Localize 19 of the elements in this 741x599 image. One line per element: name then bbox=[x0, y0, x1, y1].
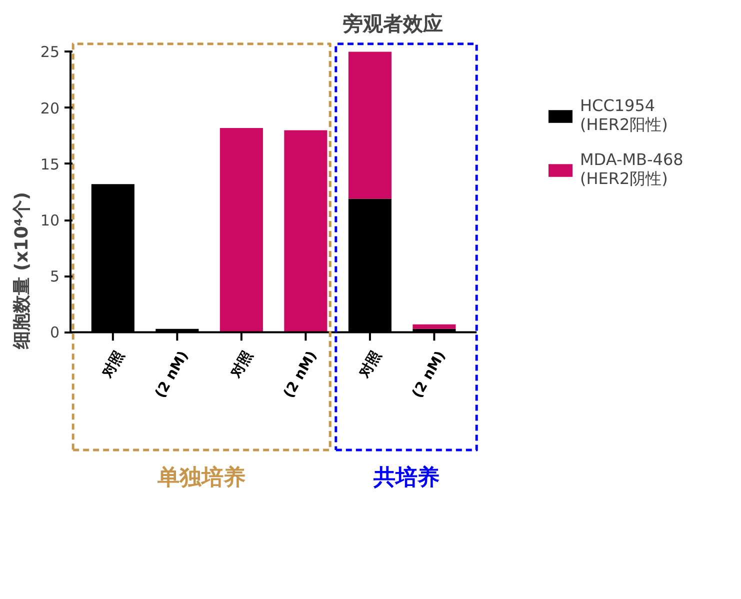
text: 共培养 bbox=[372, 464, 440, 491]
x-tick-label: 对照 bbox=[356, 348, 385, 382]
legend-label: MDA-MB-468 (HER2阴性) bbox=[580, 150, 684, 190]
y-axis-title: 细胞数量 (x10⁴个) bbox=[11, 192, 32, 350]
y-tick-label: 5 bbox=[50, 268, 60, 286]
bar bbox=[284, 130, 328, 332]
bar bbox=[348, 52, 392, 199]
y-tick-label: 15 bbox=[40, 155, 60, 174]
legend-label: HCC1954 (HER2阳性) bbox=[580, 96, 668, 136]
text: 单独培养 bbox=[156, 464, 246, 491]
x-tick-label: 对照 bbox=[228, 348, 256, 382]
y-tick-label: 10 bbox=[40, 212, 60, 230]
x-tick-label: 对照 bbox=[99, 348, 128, 382]
y-tick-label: 0 bbox=[50, 324, 60, 342]
bar bbox=[412, 324, 456, 329]
y-tick-label: 20 bbox=[40, 99, 60, 118]
y-tick-label: 25 bbox=[40, 43, 60, 62]
bar bbox=[220, 128, 263, 332]
chart-title: 旁观者效应 bbox=[343, 12, 443, 36]
